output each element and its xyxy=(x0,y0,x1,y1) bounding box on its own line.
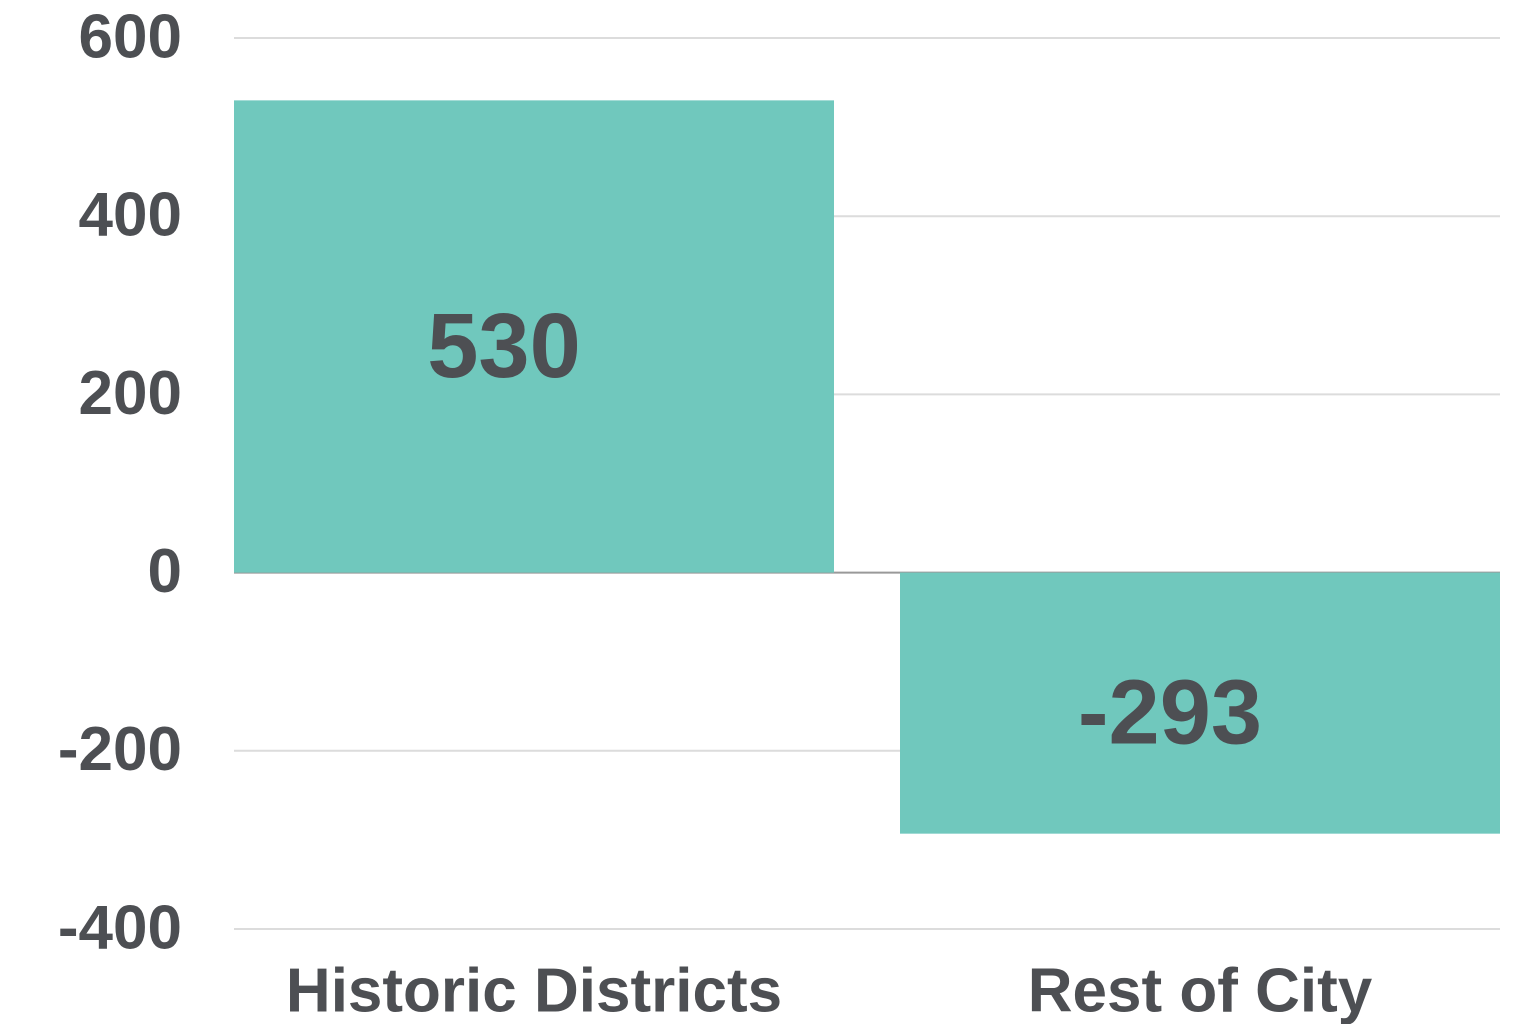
y-tick-label: 600 xyxy=(79,2,182,71)
bar xyxy=(234,100,834,573)
y-tick-label: -400 xyxy=(58,893,182,962)
data-label: 530 xyxy=(427,295,581,397)
bar xyxy=(900,572,1500,834)
x-tick-label: Rest of City xyxy=(1028,956,1373,1024)
y-tick-label: 400 xyxy=(79,181,182,250)
y-tick-label: -200 xyxy=(58,715,182,784)
y-tick-label: 200 xyxy=(79,359,182,428)
y-tick-label: 0 xyxy=(148,537,182,606)
data-label: -293 xyxy=(1078,661,1262,763)
x-tick-label: Historic Districts xyxy=(286,956,782,1024)
